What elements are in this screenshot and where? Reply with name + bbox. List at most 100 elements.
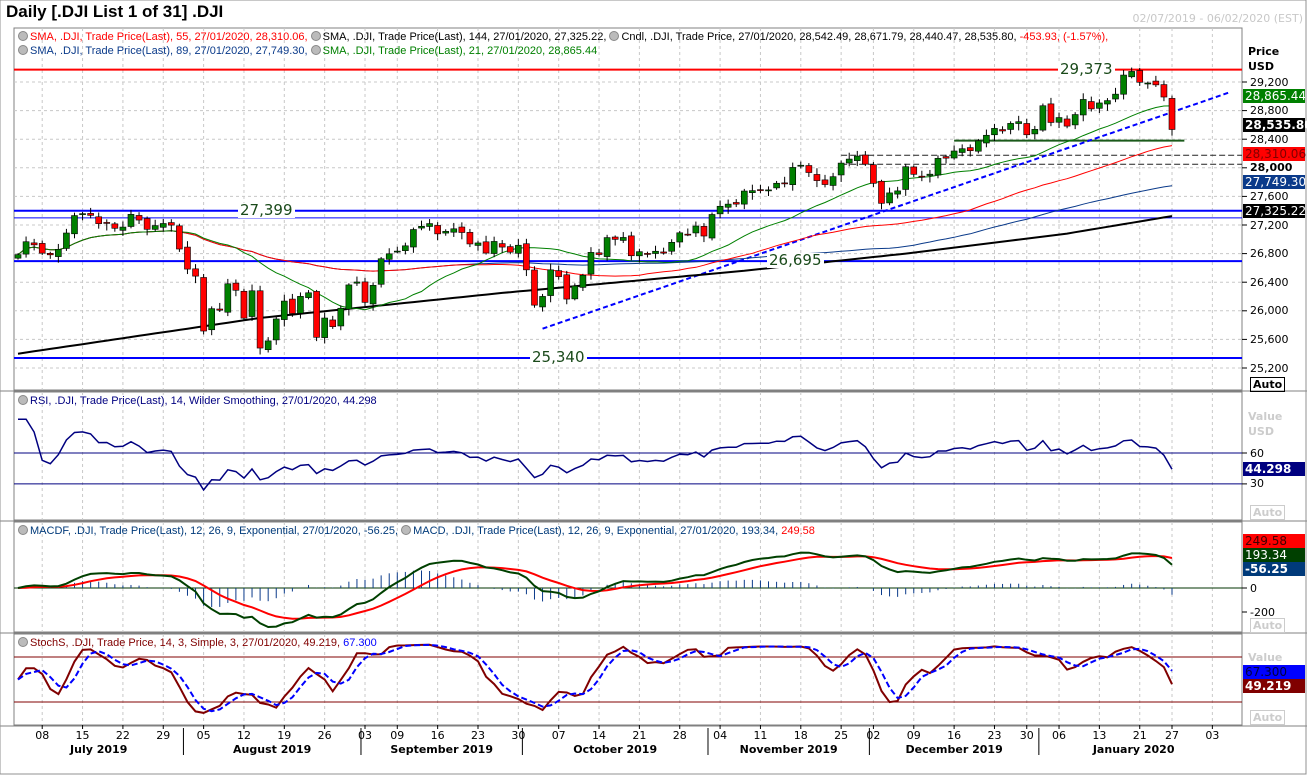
candle-body[interactable]	[321, 317, 328, 338]
candle-body[interactable]	[159, 223, 167, 228]
candle-body[interactable]	[38, 243, 46, 254]
candle-body[interactable]	[555, 270, 562, 277]
legend-toggle-icon[interactable]	[18, 45, 28, 55]
candle-body[interactable]	[466, 232, 474, 245]
candle-body[interactable]	[79, 213, 86, 215]
legend-toggle-icon[interactable]	[18, 525, 28, 535]
candle-body[interactable]	[1055, 117, 1063, 123]
auto-scale-button[interactable]: Auto	[1250, 505, 1286, 520]
candle-body[interactable]	[410, 229, 417, 248]
candle-body[interactable]	[272, 318, 280, 341]
candle-body[interactable]	[611, 236, 619, 240]
candle-body[interactable]	[127, 214, 135, 227]
candle-body[interactable]	[345, 284, 353, 310]
candle-body[interactable]	[724, 203, 732, 208]
candle-body[interactable]	[200, 277, 207, 332]
legend-toggle-icon[interactable]	[401, 525, 412, 535]
candle-body[interactable]	[1112, 93, 1119, 100]
candle-body[interactable]	[732, 202, 740, 205]
candle-body[interactable]	[1144, 82, 1152, 85]
candle-body[interactable]	[1160, 84, 1168, 98]
candle-body[interactable]	[934, 158, 942, 176]
candle-body[interactable]	[571, 285, 579, 300]
candle-body[interactable]	[950, 150, 958, 159]
candle-body[interactable]	[1007, 123, 1014, 130]
candle-body[interactable]	[168, 222, 175, 226]
candle-body[interactable]	[474, 242, 482, 246]
candle-body[interactable]	[22, 241, 30, 255]
candle-body[interactable]	[264, 340, 272, 350]
candle-body[interactable]	[1120, 74, 1127, 95]
candle-body[interactable]	[878, 180, 885, 204]
candle-body[interactable]	[184, 246, 191, 270]
candle-body[interactable]	[490, 241, 498, 254]
candle-body[interactable]	[652, 250, 659, 254]
candle-body[interactable]	[1015, 121, 1022, 124]
candle-body[interactable]	[208, 308, 215, 331]
candle-body[interactable]	[216, 308, 224, 311]
candle-body[interactable]	[46, 253, 54, 256]
candle-body[interactable]	[700, 226, 708, 237]
candle-body[interactable]	[506, 246, 514, 253]
candle-body[interactable]	[1136, 70, 1144, 83]
candle-body[interactable]	[660, 251, 667, 254]
candle-body[interactable]	[313, 291, 320, 338]
candle-body[interactable]	[894, 190, 901, 195]
candle-body[interactable]	[845, 158, 853, 164]
candle-body[interactable]	[1071, 114, 1079, 126]
candle-body[interactable]	[797, 164, 805, 167]
candle-body[interactable]	[450, 228, 458, 233]
candle-body[interactable]	[369, 285, 377, 305]
candle-body[interactable]	[1168, 98, 1176, 130]
candle-body[interactable]	[886, 192, 893, 204]
candle-body[interactable]	[1079, 99, 1087, 116]
candle-body[interactable]	[442, 231, 450, 234]
candle-body[interactable]	[1039, 105, 1047, 131]
candle-body[interactable]	[975, 140, 982, 152]
candle-body[interactable]	[902, 166, 910, 190]
candle-body[interactable]	[418, 225, 425, 229]
candle-body[interactable]	[224, 283, 232, 313]
candle-body[interactable]	[329, 319, 337, 327]
candle-body[interactable]	[805, 165, 813, 173]
candle-body[interactable]	[773, 182, 780, 189]
candle-body[interactable]	[966, 147, 974, 152]
candle-body[interactable]	[531, 269, 538, 306]
candle-body[interactable]	[434, 225, 441, 235]
auto-scale-button[interactable]: Auto	[1250, 377, 1286, 392]
candle-body[interactable]	[603, 237, 611, 257]
candle-body[interactable]	[1128, 71, 1135, 78]
candle-body[interactable]	[676, 232, 684, 243]
candle-body[interactable]	[377, 258, 385, 285]
candle-body[interactable]	[55, 249, 62, 257]
trend-line[interactable]	[542, 91, 1229, 330]
candle-body[interactable]	[1031, 129, 1039, 135]
auto-scale-button[interactable]: Auto	[1250, 710, 1286, 725]
candle-body[interactable]	[837, 162, 845, 176]
candle-body[interactable]	[30, 242, 38, 246]
legend-toggle-icon[interactable]	[18, 395, 28, 405]
candle-body[interactable]	[361, 281, 369, 303]
candle-body[interactable]	[636, 251, 643, 257]
candle-body[interactable]	[853, 155, 861, 161]
candle-body[interactable]	[539, 296, 546, 308]
candle-body[interactable]	[619, 237, 627, 241]
candle-body[interactable]	[983, 134, 990, 144]
candle-body[interactable]	[587, 252, 595, 275]
candle-body[interactable]	[498, 243, 506, 248]
candle-body[interactable]	[1063, 118, 1071, 127]
candle-body[interactable]	[765, 189, 772, 192]
candle-body[interactable]	[111, 223, 119, 229]
candle-body[interactable]	[426, 223, 433, 227]
candle-body[interactable]	[684, 233, 692, 236]
candle-body[interactable]	[87, 213, 94, 216]
candle-body[interactable]	[579, 274, 587, 288]
candle-body[interactable]	[402, 245, 409, 251]
candle-body[interactable]	[256, 290, 264, 349]
candle-body[interactable]	[337, 307, 345, 327]
candle-body[interactable]	[95, 216, 102, 224]
candle-body[interactable]	[813, 174, 821, 181]
candle-body[interactable]	[515, 244, 522, 254]
candle-body[interactable]	[991, 128, 998, 136]
